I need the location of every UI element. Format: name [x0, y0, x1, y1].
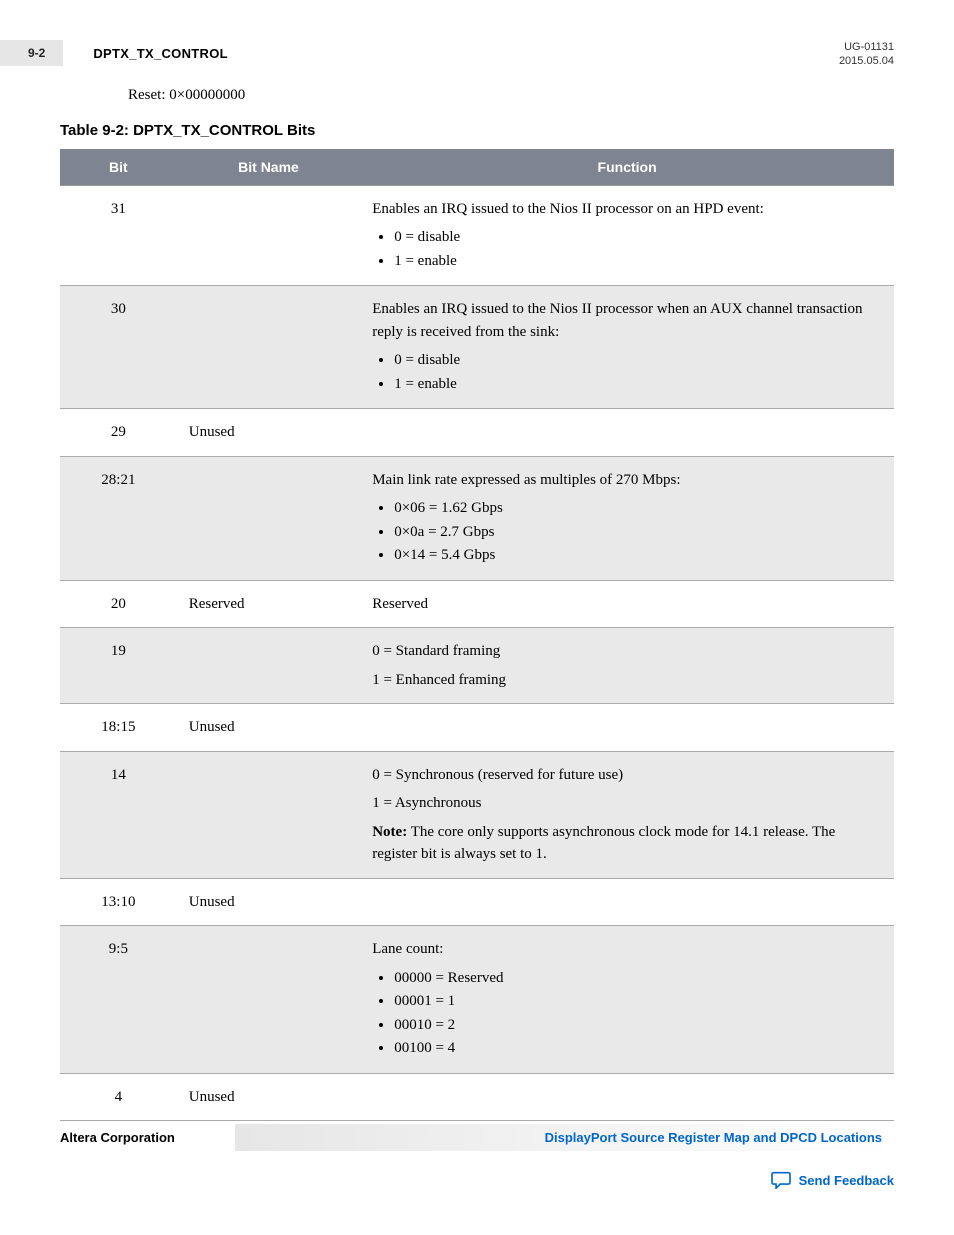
table-row: 28:21 Main link rate expressed as multip… — [60, 456, 894, 580]
bit-cell: 4 — [60, 1073, 177, 1121]
function-cell — [360, 1073, 894, 1121]
bullet: 0 = disable — [394, 349, 882, 372]
col-header-function: Function — [360, 149, 894, 186]
speech-bubble-icon — [771, 1171, 791, 1189]
table-row: 14 0 = Synchronous (reserved for future … — [60, 751, 894, 878]
func-bullets: 00000 = Reserved 00001 = 1 00010 = 2 001… — [372, 967, 882, 1060]
func-intro: Enables an IRQ issued to the Nios II pro… — [372, 298, 882, 343]
feedback-label: Send Feedback — [799, 1173, 894, 1188]
table-row: 30 Enables an IRQ issued to the Nios II … — [60, 286, 894, 409]
bitname-cell — [177, 185, 360, 286]
bullet: 0×06 = 1.62 Gbps — [394, 497, 882, 520]
page: 9-2 DPTX_TX_CONTROL UG-01131 2015.05.04 … — [0, 0, 954, 1235]
bitname-cell: Unused — [177, 704, 360, 752]
bullet: 00000 = Reserved — [394, 967, 882, 990]
header-right: UG-01131 2015.05.04 — [839, 40, 894, 69]
function-cell: Main link rate expressed as multiples of… — [360, 456, 894, 580]
footer-link-wrap: DisplayPort Source Register Map and DPCD… — [235, 1124, 894, 1151]
note-text: The core only supports asynchronous cloc… — [372, 824, 835, 863]
bit-cell: 31 — [60, 185, 177, 286]
header-left: 9-2 DPTX_TX_CONTROL — [60, 40, 228, 66]
send-feedback-link[interactable]: Send Feedback — [60, 1171, 894, 1189]
bullet: 0×14 = 5.4 Gbps — [394, 544, 882, 567]
bitname-cell — [177, 286, 360, 409]
func-intro: Enables an IRQ issued to the Nios II pro… — [372, 198, 882, 221]
func-bullets: 0 = disable 1 = enable — [372, 226, 882, 272]
table-row: 19 0 = Standard framing 1 = Enhanced fra… — [60, 628, 894, 704]
table-row: 31 Enables an IRQ issued to the Nios II … — [60, 185, 894, 286]
doc-date: 2015.05.04 — [839, 54, 894, 68]
bit-cell: 20 — [60, 580, 177, 628]
bitname-cell — [177, 926, 360, 1074]
bit-cell: 28:21 — [60, 456, 177, 580]
function-cell: Lane count: 00000 = Reserved 00001 = 1 0… — [360, 926, 894, 1074]
bits-table: Bit Bit Name Function 31 Enables an IRQ … — [60, 149, 894, 1122]
footer-bar: Altera Corporation DisplayPort Source Re… — [60, 1124, 894, 1151]
function-cell: Enables an IRQ issued to the Nios II pro… — [360, 185, 894, 286]
bullet: 00001 = 1 — [394, 990, 882, 1013]
bit-cell: 29 — [60, 409, 177, 457]
bullet: 0×0a = 2.7 Gbps — [394, 521, 882, 544]
func-bullets: 0×06 = 1.62 Gbps 0×0a = 2.7 Gbps 0×14 = … — [372, 497, 882, 567]
bitname-cell: Unused — [177, 409, 360, 457]
func-bullets: 0 = disable 1 = enable — [372, 349, 882, 395]
func-intro: Main link rate expressed as multiples of… — [372, 469, 882, 492]
bullet: 0 = disable — [394, 226, 882, 249]
function-cell: Reserved — [360, 580, 894, 628]
table-row: 29 Unused — [60, 409, 894, 457]
func-line: 1 = Asynchronous — [372, 792, 882, 815]
footer-chapter-link[interactable]: DisplayPort Source Register Map and DPCD… — [545, 1130, 882, 1145]
func-line: 0 = Synchronous (reserved for future use… — [372, 764, 882, 787]
table-row: 13:10 Unused — [60, 878, 894, 926]
bit-cell: 14 — [60, 751, 177, 878]
bullet: 00100 = 4 — [394, 1037, 882, 1060]
bit-cell: 19 — [60, 628, 177, 704]
bitname-cell — [177, 751, 360, 878]
func-line: 0 = Standard framing — [372, 640, 882, 663]
bitname-cell: Unused — [177, 878, 360, 926]
page-number-badge: 9-2 — [0, 40, 63, 66]
bitname-cell — [177, 456, 360, 580]
bitname-cell: Reserved — [177, 580, 360, 628]
note-label: Note: — [372, 824, 407, 840]
bit-cell: 13:10 — [60, 878, 177, 926]
function-cell — [360, 704, 894, 752]
bit-cell: 9:5 — [60, 926, 177, 1074]
page-header: 9-2 DPTX_TX_CONTROL UG-01131 2015.05.04 — [60, 40, 894, 69]
function-cell — [360, 409, 894, 457]
func-line: 1 = Enhanced framing — [372, 669, 882, 692]
function-cell — [360, 878, 894, 926]
function-cell: 0 = Standard framing 1 = Enhanced framin… — [360, 628, 894, 704]
function-cell: 0 = Synchronous (reserved for future use… — [360, 751, 894, 878]
page-footer: Altera Corporation DisplayPort Source Re… — [60, 1124, 894, 1189]
col-header-bit: Bit — [60, 149, 177, 186]
table-header-row: Bit Bit Name Function — [60, 149, 894, 186]
table-row: 18:15 Unused — [60, 704, 894, 752]
bitname-cell: Unused — [177, 1073, 360, 1121]
func-intro: Lane count: — [372, 938, 882, 961]
table-caption: Table 9-2: DPTX_TX_CONTROL Bits — [60, 122, 894, 139]
bullet: 00010 = 2 — [394, 1014, 882, 1037]
bitname-cell — [177, 628, 360, 704]
reset-value: Reset: 0×00000000 — [128, 87, 894, 104]
bullet: 1 = enable — [394, 373, 882, 396]
footer-corp: Altera Corporation — [60, 1130, 175, 1145]
section-title: DPTX_TX_CONTROL — [93, 46, 228, 61]
table-row: 20 Reserved Reserved — [60, 580, 894, 628]
bit-cell: 30 — [60, 286, 177, 409]
col-header-bitname: Bit Name — [177, 149, 360, 186]
table-row: 9:5 Lane count: 00000 = Reserved 00001 =… — [60, 926, 894, 1074]
function-cell: Enables an IRQ issued to the Nios II pro… — [360, 286, 894, 409]
doc-id: UG-01131 — [839, 40, 894, 54]
note-block: Note: The core only supports asynchronou… — [372, 821, 882, 866]
table-row: 4 Unused — [60, 1073, 894, 1121]
bullet: 1 = enable — [394, 250, 882, 273]
bit-cell: 18:15 — [60, 704, 177, 752]
